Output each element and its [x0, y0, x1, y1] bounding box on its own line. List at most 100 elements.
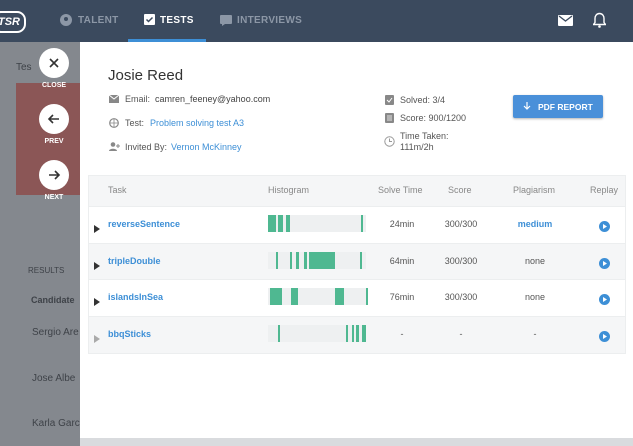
table-header: [89, 176, 625, 206]
cell: 300/300: [444, 255, 478, 266]
email-icon: [109, 95, 119, 103]
column-header: Task: [108, 185, 127, 195]
task-link[interactable]: tripleDouble: [108, 255, 161, 266]
candidate: Jose Albe: [32, 373, 76, 384]
histogram-segment: [356, 324, 359, 342]
histogram-segment: [362, 324, 366, 342]
active-underline: [128, 39, 206, 42]
candidate-name: Josie Reed: [108, 67, 184, 84]
logo[interactable]: TSR: [0, 11, 26, 33]
column-header: Solve Time: [378, 185, 423, 195]
pdf-report-label: PDF REPORT: [538, 102, 593, 112]
histogram-segment: [296, 251, 299, 269]
cell: -: [533, 328, 537, 339]
task-link[interactable]: islandsInSea: [108, 292, 164, 302]
talent-icon: [60, 14, 72, 26]
score-icon: [385, 113, 394, 123]
background-page: Tes RESULTS Candidate Sergio Are Jose Al…: [0, 42, 80, 446]
replay-button[interactable]: [599, 329, 610, 347]
nav-item-active[interactable]: TESTS: [160, 15, 194, 26]
time-label: Time Taken:: [400, 131, 449, 141]
histogram-segment: [286, 215, 290, 232]
histogram-segment: [291, 288, 298, 305]
histogram-segment: [276, 251, 278, 269]
pdf-report-button[interactable]: PDF REPORT: [513, 95, 603, 118]
bell-icon[interactable]: [593, 12, 606, 28]
cell: none: [524, 255, 546, 266]
replay-button[interactable]: [599, 219, 610, 237]
expand-arrow[interactable]: [94, 257, 100, 275]
close-button[interactable]: [39, 48, 69, 78]
cell: 300/300: [444, 292, 478, 302]
test-label: Test:: [125, 118, 145, 128]
task-link[interactable]: bbqSticks: [108, 328, 152, 339]
histogram-segment: [278, 324, 280, 342]
histogram-segment: [278, 215, 283, 232]
candidate-header: Candidate: [31, 295, 75, 305]
replay-button[interactable]: [599, 256, 610, 274]
expand-arrow[interactable]: [94, 220, 100, 238]
candidate: Sergio Are: [32, 327, 79, 338]
histogram: [268, 324, 366, 342]
cell: 64min: [389, 255, 415, 266]
replay-button[interactable]: [599, 292, 610, 310]
nav-item[interactable]: INTERVIEWS: [237, 15, 303, 26]
email-value: camren_feeney@yahoo.com: [155, 94, 271, 104]
task-table: [88, 175, 626, 354]
invited-label: Invited By:: [125, 142, 168, 152]
nav-item[interactable]: TALENT: [78, 15, 119, 26]
candidate-panel: Josie Reed Email: camren_feeney@yahoo.co…: [80, 42, 633, 438]
histogram: [268, 215, 366, 232]
histogram-segment: [309, 251, 335, 269]
histogram-segment: [366, 288, 368, 305]
expand-arrow[interactable]: [94, 330, 100, 348]
solved: Solved: 3/4: [400, 95, 446, 105]
next-button[interactable]: [39, 160, 69, 190]
bottom-strip: [80, 438, 633, 446]
cell: -: [400, 328, 404, 339]
task-link[interactable]: reverseSentence: [108, 219, 181, 229]
invited-icon: [109, 142, 120, 151]
histogram-segment: [335, 288, 344, 305]
score: Score: 900/1200: [400, 113, 467, 123]
cell: 24min: [389, 219, 415, 229]
column-header: Score: [448, 185, 472, 195]
interviews-icon: [220, 15, 232, 26]
time-icon: [384, 136, 395, 147]
time-value: 111m/2h: [400, 142, 434, 152]
cell: 300/300: [444, 219, 478, 229]
prev-button[interactable]: [39, 104, 69, 134]
histogram-segment: [304, 251, 307, 269]
histogram-segment: [270, 288, 282, 305]
cell: none: [524, 292, 546, 302]
column-header: Replay: [590, 185, 619, 195]
histogram-segment: [361, 215, 363, 232]
tests-icon: [144, 14, 155, 25]
close-label: CLOSE: [41, 82, 67, 89]
breadcrumb: Tes: [16, 62, 32, 73]
results-tab: RESULTS: [28, 266, 65, 275]
histogram: [268, 288, 368, 305]
test-link[interactable]: Problem solving test A3: [150, 118, 245, 128]
histogram-segment: [352, 324, 354, 342]
mail-icon[interactable]: [558, 15, 573, 26]
invited-by-link[interactable]: Vernon McKinney: [171, 142, 242, 152]
histogram-segment: [360, 251, 362, 269]
next-label: NEXT: [44, 194, 64, 201]
column-header: Plagiarism: [513, 185, 556, 195]
solved-icon: [385, 95, 394, 105]
cell: medium: [517, 219, 553, 229]
top-nav: TSR TALENT TESTS INTERVIEWS: [0, 0, 633, 42]
download-icon: [523, 102, 531, 110]
candidate: Karla Garc: [32, 418, 80, 429]
prev-label: PREV: [44, 138, 64, 145]
column-header: Histogram: [268, 185, 310, 195]
histogram: [268, 251, 366, 269]
expand-arrow[interactable]: [94, 293, 100, 311]
histogram-segment: [290, 251, 292, 269]
histogram-segment: [268, 215, 276, 232]
histogram-segment: [346, 324, 348, 342]
cell: 76min: [389, 292, 415, 302]
cell: -: [459, 328, 463, 339]
